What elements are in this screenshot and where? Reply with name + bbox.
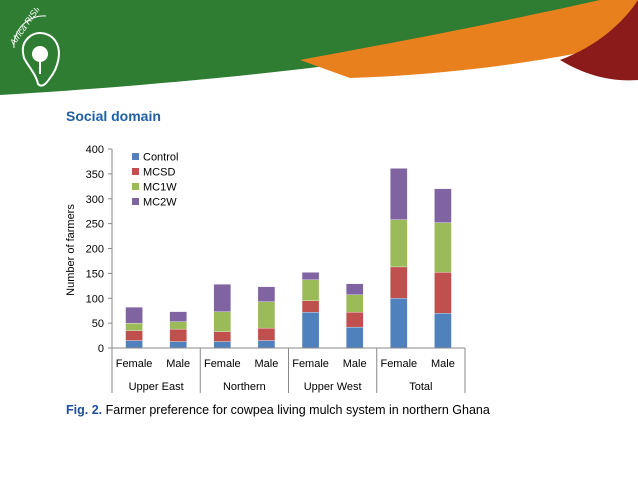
x-group-label: Northern xyxy=(223,381,266,393)
bar-segment-mc2w xyxy=(125,307,143,324)
bar-segment-mc1w xyxy=(169,321,187,330)
bar-segment-control xyxy=(346,326,364,349)
bar-segment-mc2w xyxy=(213,284,231,312)
y-tick-label: 400 xyxy=(86,144,104,156)
bar-segment-mcsd xyxy=(213,331,231,342)
y-tick-label: 50 xyxy=(92,318,104,330)
legend-swatch xyxy=(132,153,139,160)
bar-segment-mc1w xyxy=(213,311,231,332)
y-axis: 0 50 100 150 200 250 300 350 400 xyxy=(86,144,113,355)
bar-segment-mcsd xyxy=(434,272,452,314)
x-tick-label: Male xyxy=(343,358,367,370)
x-tick-label: Male xyxy=(255,358,279,370)
section-title: Social domain xyxy=(66,108,161,124)
legend-label: MC2W xyxy=(143,197,177,209)
legend: Control MCSD MC1W MC2W xyxy=(132,152,178,209)
bar-segment-mc1w xyxy=(257,301,276,329)
figure-label: Fig. 2. xyxy=(66,403,103,417)
y-tick-label: 200 xyxy=(86,244,104,256)
y-axis-label: Number of farmers xyxy=(65,204,77,296)
svg-text:Africa RISING: Africa RISING xyxy=(7,8,48,48)
bar-segment-mc1w xyxy=(301,279,320,301)
header-banner xyxy=(0,0,638,100)
bars xyxy=(125,168,452,349)
legend-label: MCSD xyxy=(143,167,175,179)
x-tick-label: Female xyxy=(116,358,153,370)
x-group-label: Upper East xyxy=(129,381,184,393)
bar-segment-mcsd xyxy=(390,266,408,299)
x-tick-label: Female xyxy=(380,358,417,370)
bar-segment-mc2w xyxy=(257,286,276,302)
bar-segment-control xyxy=(434,313,452,349)
x-group-label: Upper West xyxy=(304,381,362,393)
y-tick-label: 300 xyxy=(86,194,104,206)
bar-segment-control xyxy=(257,340,276,349)
x-tick-label: Male xyxy=(166,358,190,370)
y-tick-label: 350 xyxy=(86,169,104,181)
legend-swatch xyxy=(132,198,139,205)
bar-segment-control xyxy=(213,341,231,349)
figure-caption: Fig. 2. Farmer preference for cowpea liv… xyxy=(66,403,490,417)
bar-segment-control xyxy=(125,340,143,349)
bar-segment-mc1w xyxy=(346,294,364,313)
bar-segment-mc2w xyxy=(301,272,320,280)
y-tick-label: 0 xyxy=(98,343,104,355)
bar-segment-control xyxy=(169,341,187,349)
bar-segment-mc1w xyxy=(125,322,143,331)
x-tick-label: Female xyxy=(204,358,241,370)
y-tick-label: 150 xyxy=(86,268,104,280)
bar-segment-mcsd xyxy=(125,330,143,341)
africa-rising-logo: Africa RISING xyxy=(7,8,60,87)
x-group-label: Total xyxy=(409,381,432,393)
legend-label: Control xyxy=(143,152,178,164)
figure-caption-text: Farmer preference for cowpea living mulc… xyxy=(102,403,490,417)
bar-segment-mcsd xyxy=(346,312,364,328)
bar-segment-mcsd xyxy=(301,300,320,313)
legend-swatch xyxy=(132,183,139,190)
bar-segment-mc2w xyxy=(434,188,452,223)
bar-segment-control xyxy=(390,298,408,349)
bar-segment-mc1w xyxy=(434,222,452,273)
y-tick-label: 250 xyxy=(86,219,104,231)
legend-swatch xyxy=(132,168,139,175)
legend-label: MC1W xyxy=(143,182,177,194)
x-tick-label: Female xyxy=(292,358,329,370)
y-tick-label: 100 xyxy=(86,293,104,305)
bar-segment-mc2w xyxy=(169,311,187,322)
bar-segment-mcsd xyxy=(257,327,276,341)
bar-segment-mc2w xyxy=(346,283,364,295)
x-tick-label: Male xyxy=(431,358,455,370)
bar-segment-mc1w xyxy=(390,219,408,268)
x-axis: Female Male Female Male Female Male Female Male… xyxy=(111,347,466,393)
bar-segment-mcsd xyxy=(169,328,187,342)
bar-segment-mc2w xyxy=(390,168,408,220)
bar-segment-control xyxy=(301,312,320,349)
